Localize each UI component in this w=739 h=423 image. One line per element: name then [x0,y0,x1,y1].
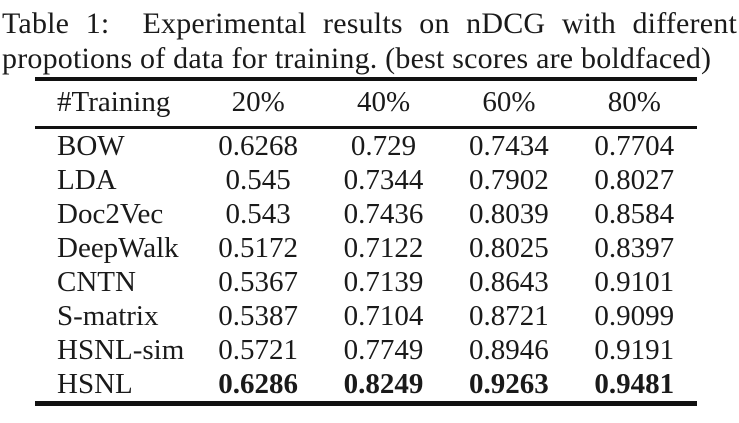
method-name: HSNL [57,368,133,400]
score-cell: 0.7122 [343,232,424,264]
table-row-hsnl-sim: HSNL-sim 0.5721 0.7749 0.8946 0.9191 [35,333,697,367]
method-name: DeepWalk [57,232,179,264]
method-name: BOW [57,130,125,162]
score-cell: 0.5172 [218,232,299,264]
score-cell: 0.8643 [469,266,549,298]
score-cell-best: 0.9263 [469,368,549,400]
score-cell: 0.8584 [594,198,675,230]
method-name: CNTN [57,266,136,298]
score-cell-best: 0.8249 [343,368,424,400]
table-row-smatrix: S-matrix 0.5387 0.7104 0.8721 0.9099 [35,299,697,333]
col-header-60pct: 60% [446,79,572,129]
score-cell: 0.9101 [594,266,675,298]
col-header-training: #Training [35,79,196,129]
results-table: #Training 20% 40% 60% 80% BOW 0.6268 0.7… [35,77,697,406]
score-cell: 0.543 [225,198,291,230]
score-cell: 0.6268 [218,130,299,162]
table-row-bow: BOW 0.6268 0.729 0.7434 0.7704 [35,128,697,164]
score-cell: 0.9099 [594,300,675,332]
method-name: HSNL-sim [57,334,185,366]
score-cell: 0.7434 [469,130,549,162]
method-name: LDA [57,164,117,196]
score-cell: 0.729 [350,130,417,162]
score-cell: 0.7139 [343,266,424,298]
score-cell: 0.9191 [594,334,675,366]
score-cell: 0.8025 [469,232,549,264]
score-cell: 0.7704 [594,130,675,162]
score-cell-best: 0.9481 [594,368,675,400]
score-cell: 0.8397 [594,232,675,264]
score-cell: 0.5721 [218,334,299,366]
col-header-80pct: 80% [571,79,697,129]
table-caption-line-1: Table 1: Experimental results on nDCG wi… [2,7,737,40]
score-cell: 0.8027 [594,164,675,196]
method-name: Doc2Vec [57,198,164,230]
score-cell: 0.8946 [469,334,549,366]
score-cell: 0.8039 [469,198,549,230]
col-header-20pct: 20% [195,79,321,129]
table-row-hsnl-best: HSNL 0.6286 0.8249 0.9263 0.9481 [35,367,697,404]
table-row-lda: LDA 0.545 0.7344 0.7902 0.8027 [35,163,697,197]
col-header-40pct: 40% [320,79,447,129]
table-row-doc2vec: Doc2Vec 0.543 0.7436 0.8039 0.8584 [35,197,697,231]
score-cell: 0.7344 [343,164,424,196]
score-cell: 0.5367 [218,266,299,298]
method-name: S-matrix [57,300,159,332]
table-caption-line-2: propotions of data for training. (best s… [2,42,712,75]
score-cell: 0.7104 [343,300,424,332]
score-cell: 0.8721 [469,300,549,332]
score-cell: 0.7749 [343,334,424,366]
score-cell: 0.7436 [343,198,424,230]
table-row-deepwalk: DeepWalk 0.5172 0.7122 0.8025 0.8397 [35,231,697,265]
table-row-cntn: CNTN 0.5367 0.7139 0.8643 0.9101 [35,265,697,299]
score-cell: 0.5387 [218,300,299,332]
score-cell: 0.545 [225,164,291,196]
table-caption: Table 1: Experimental results on nDCG wi… [2,6,737,76]
header-row: #Training 20% 40% 60% 80% [35,79,697,129]
score-cell-best: 0.6286 [218,368,299,400]
score-cell: 0.7902 [469,164,549,196]
